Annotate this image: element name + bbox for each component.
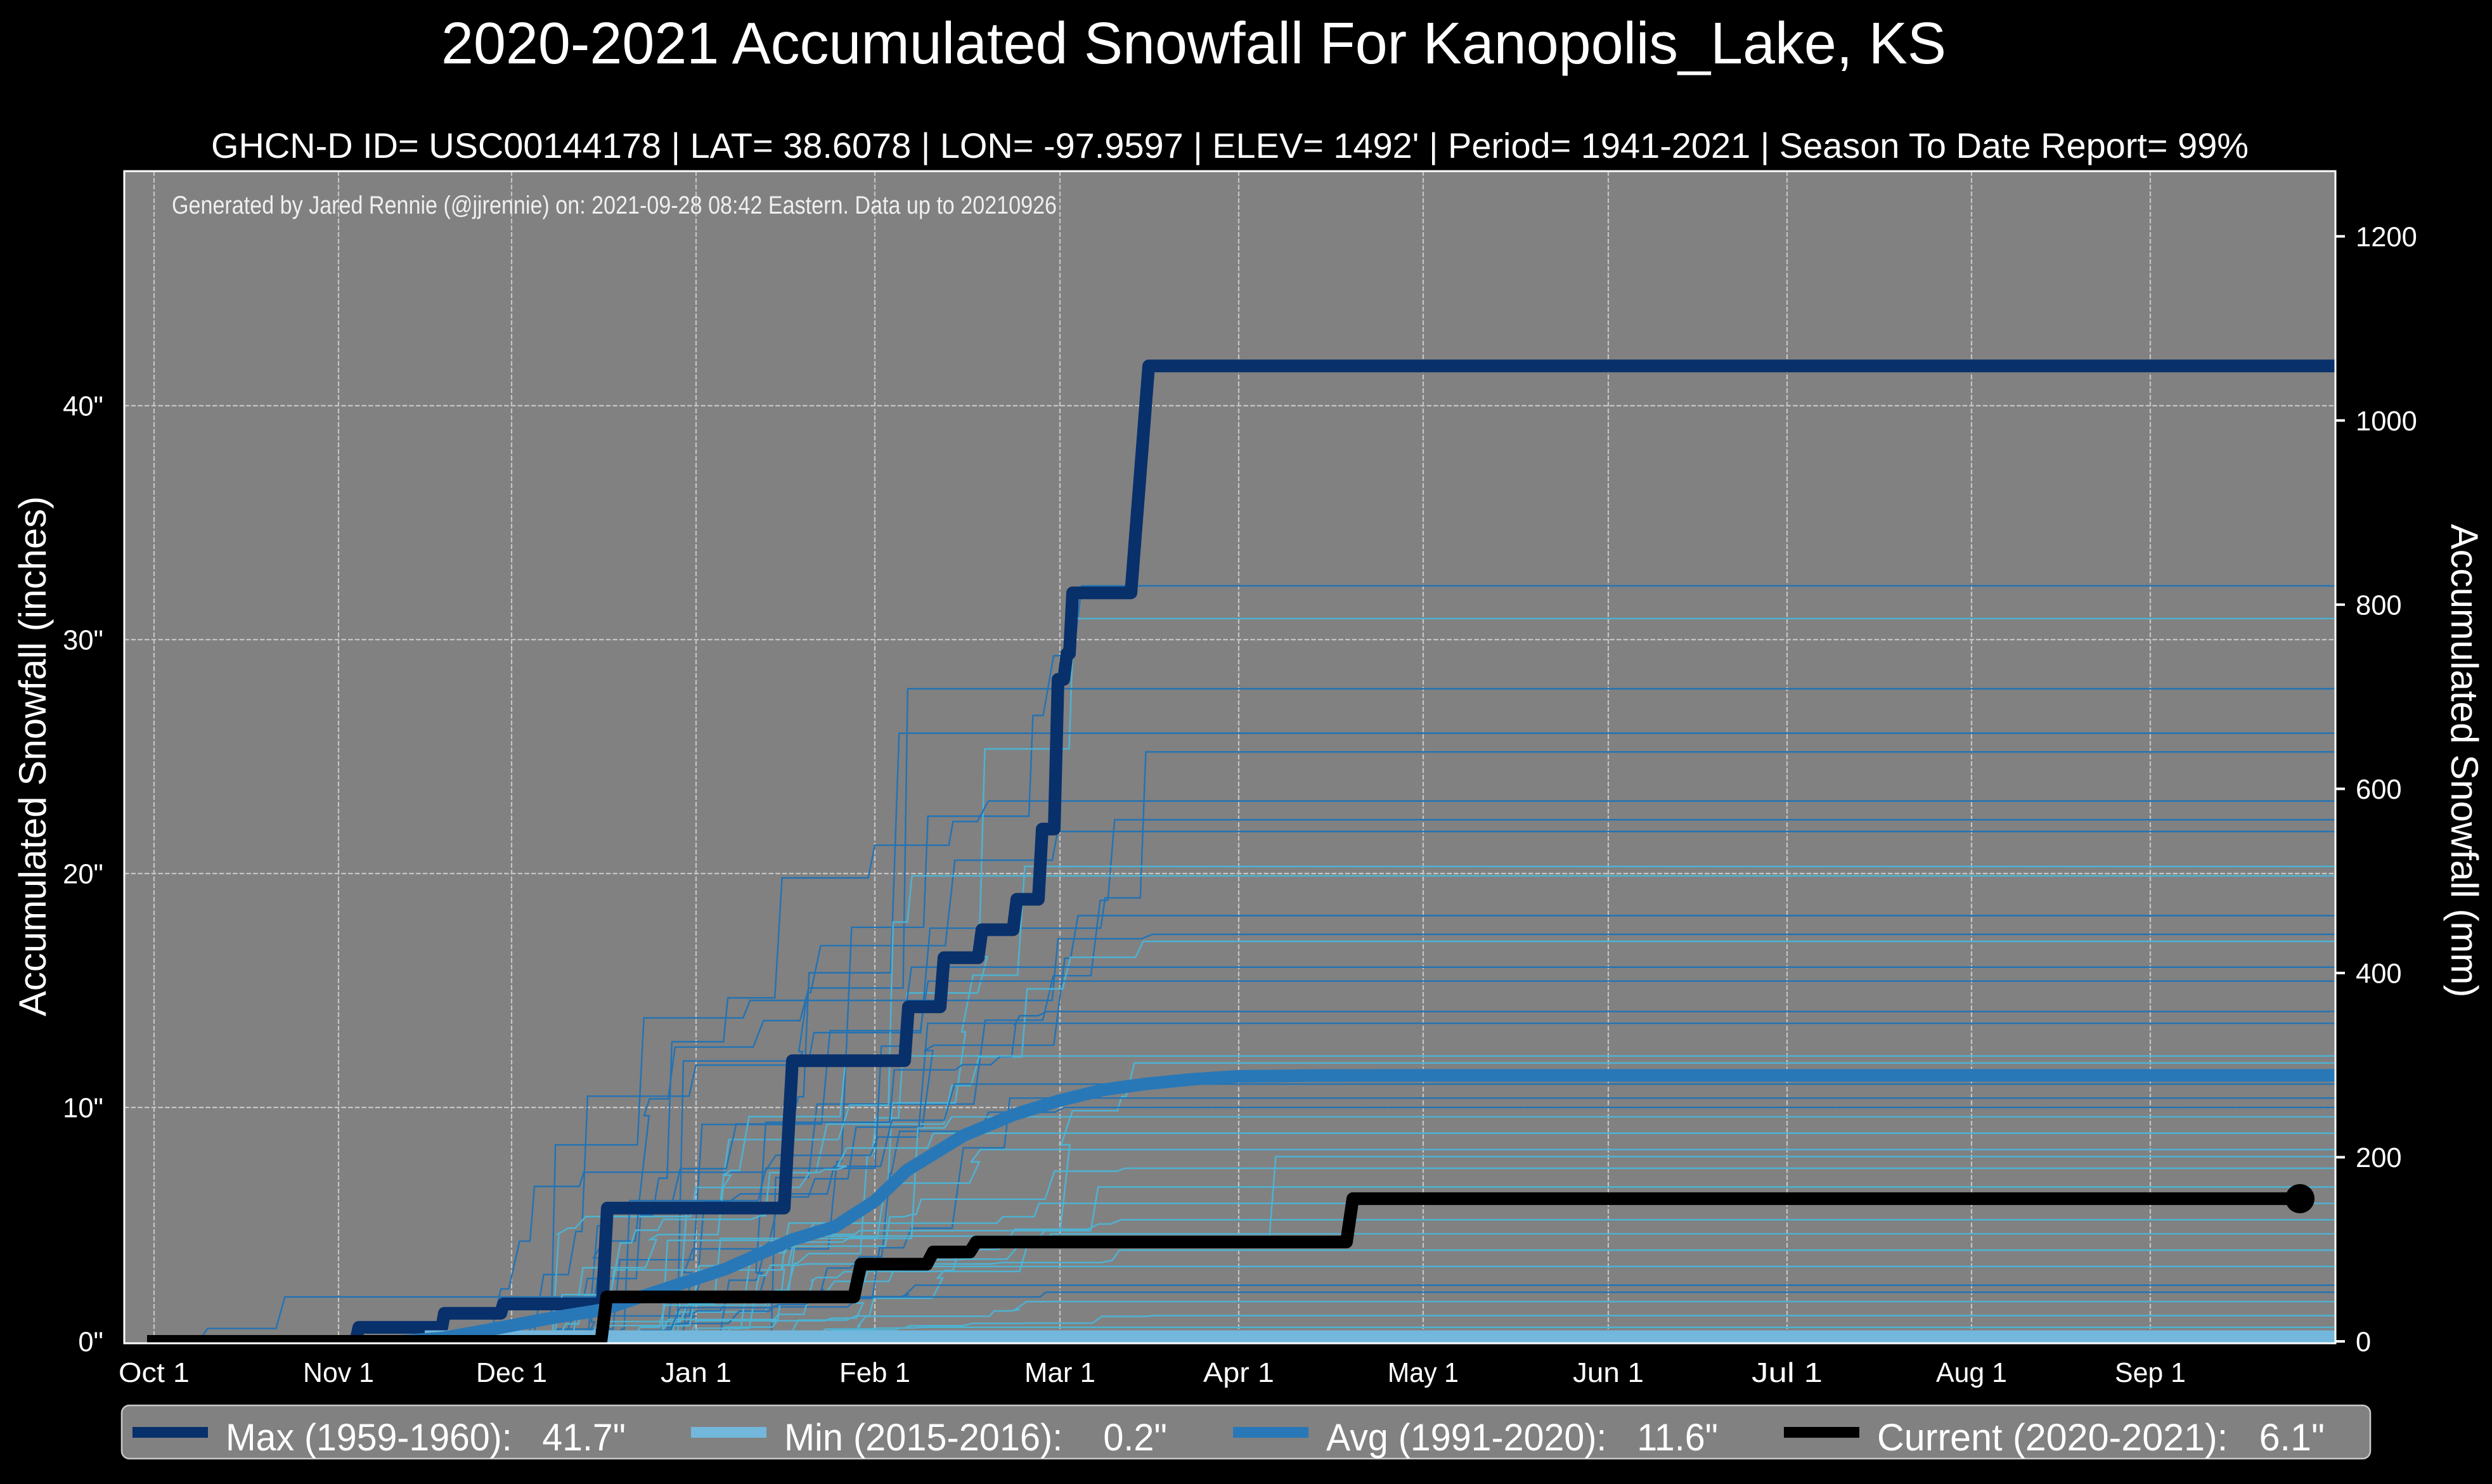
svg-text:May 1: May 1 — [1388, 1358, 1459, 1388]
svg-text:Generated by Jared Rennie (@jj: Generated by Jared Rennie (@jjrennie) on… — [172, 191, 1057, 219]
svg-text:Current (2020-2021): 6.1": Current (2020-2021): 6.1" — [1877, 1416, 2325, 1459]
svg-text:Jul 1: Jul 1 — [1752, 1358, 1823, 1388]
svg-text:Accumulated Snowfall (inches): Accumulated Snowfall (inches) — [11, 496, 54, 1016]
svg-text:800: 800 — [2356, 590, 2402, 621]
svg-text:40": 40" — [63, 392, 103, 422]
svg-text:Sep 1: Sep 1 — [2115, 1358, 2186, 1388]
svg-text:Nov 1: Nov 1 — [303, 1358, 374, 1388]
svg-text:Jan 1: Jan 1 — [661, 1358, 732, 1388]
svg-text:GHCN-D ID= USC00144178 | LAT=: GHCN-D ID= USC00144178 | LAT= 38.6078 | … — [211, 126, 2249, 165]
svg-text:2020-2021 Accumulated Snowfall: 2020-2021 Accumulated Snowfall For Kanop… — [441, 10, 1946, 76]
svg-text:400: 400 — [2356, 958, 2402, 989]
svg-text:Jun 1: Jun 1 — [1573, 1358, 1644, 1388]
svg-text:0": 0" — [78, 1327, 103, 1358]
svg-text:20": 20" — [63, 860, 103, 890]
svg-text:Feb 1: Feb 1 — [839, 1358, 910, 1388]
svg-text:Oct 1: Oct 1 — [119, 1358, 190, 1388]
svg-text:Avg (1991-2020): 11.6": Avg (1991-2020): 11.6" — [1326, 1416, 1718, 1459]
svg-text:200: 200 — [2356, 1143, 2402, 1173]
svg-text:Max (1959-1960): 41.7": Max (1959-1960): 41.7" — [226, 1416, 626, 1459]
svg-text:Aug 1: Aug 1 — [1936, 1358, 2007, 1388]
svg-text:1000: 1000 — [2356, 406, 2417, 437]
svg-text:Dec 1: Dec 1 — [476, 1358, 547, 1388]
svg-text:Min (2015-2016): 0.2": Min (2015-2016): 0.2" — [784, 1416, 1167, 1459]
svg-text:Mar 1: Mar 1 — [1024, 1358, 1095, 1388]
svg-text:Accumulated Snowfall (mm): Accumulated Snowfall (mm) — [2443, 524, 2486, 998]
svg-text:Apr 1: Apr 1 — [1203, 1358, 1274, 1388]
svg-text:30": 30" — [63, 626, 103, 656]
svg-text:10": 10" — [63, 1094, 103, 1124]
svg-text:1200: 1200 — [2356, 222, 2417, 252]
svg-text:0: 0 — [2356, 1327, 2371, 1358]
svg-text:600: 600 — [2356, 775, 2402, 805]
